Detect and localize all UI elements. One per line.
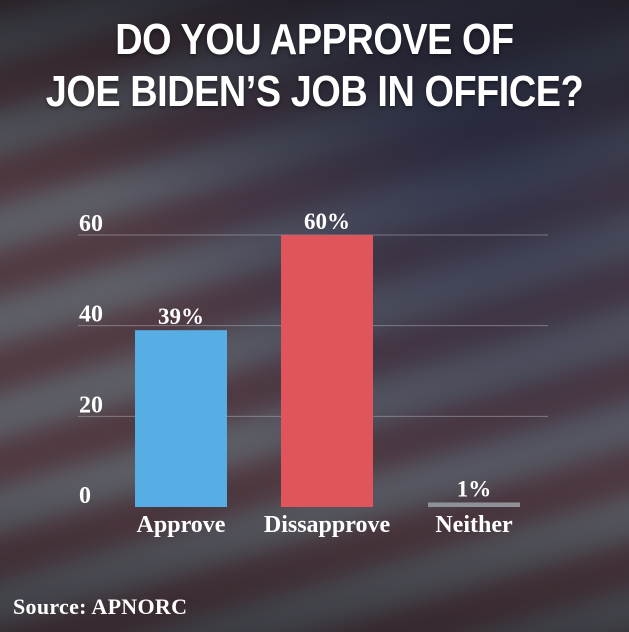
- source-note: Source: APNORC: [13, 594, 188, 619]
- category-label: Neither: [435, 512, 513, 538]
- data-label: 60%: [304, 209, 350, 234]
- category-label: Dissapprove: [264, 512, 391, 538]
- data-label: 1%: [457, 476, 492, 501]
- y-tick-label: 20: [79, 392, 103, 418]
- chart-title: DO YOU APPROVE OF JOE BIDEN’S JOB IN OFF…: [44, 14, 585, 118]
- bar-dissapprove: [281, 235, 373, 507]
- bar-approve: [135, 330, 227, 507]
- title-line-1: DO YOU APPROVE OF: [115, 15, 514, 64]
- y-tick-label: 0: [79, 483, 91, 509]
- data-label: 39%: [158, 304, 204, 329]
- y-tick-label: 60: [79, 211, 103, 237]
- title-line-2: JOE BIDEN’S JOB IN OFFICE?: [45, 67, 584, 116]
- bar-neither: [428, 502, 520, 507]
- category-label: Approve: [137, 512, 226, 538]
- y-tick-label: 40: [79, 302, 103, 328]
